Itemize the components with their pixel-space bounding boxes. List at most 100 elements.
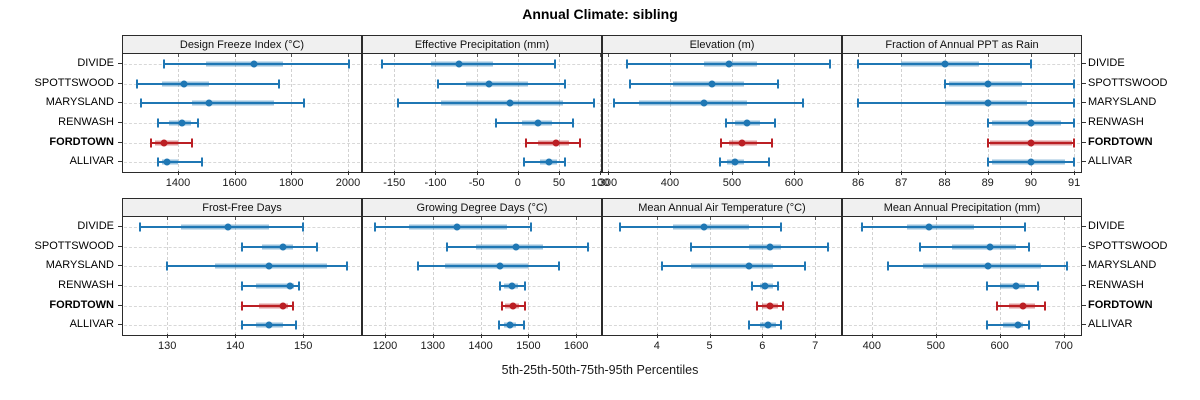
whisker-line xyxy=(381,62,555,65)
whisker-cap-right xyxy=(523,301,526,310)
median-dot xyxy=(180,80,188,87)
tick-label: 130 xyxy=(158,340,177,352)
axis-tick-bottom xyxy=(656,334,658,338)
whisker-cap-left xyxy=(139,222,141,232)
whisker-cap-left xyxy=(397,98,400,108)
whisker-cap-right xyxy=(779,320,782,330)
category-tick-left xyxy=(118,161,122,163)
whisker-cap-right xyxy=(803,261,806,271)
median-dot xyxy=(941,60,948,68)
whisker-cap-right xyxy=(529,222,532,232)
whisker-cap-left xyxy=(886,261,889,271)
whisker-cap-left xyxy=(985,281,988,291)
whisker-cap-left xyxy=(150,138,153,147)
tick-label: 100 xyxy=(590,177,610,189)
axis-tick-bottom xyxy=(607,171,609,175)
whisker-cap-left xyxy=(140,98,143,108)
row-guideline xyxy=(124,162,360,164)
gridline-x xyxy=(234,54,236,172)
category-label-left: MARYSLAND xyxy=(45,96,114,109)
plot-area xyxy=(123,54,361,172)
axis-tick-top xyxy=(559,54,560,57)
whisker-cap-left xyxy=(494,118,497,128)
iqr-band xyxy=(992,120,1062,126)
iqr-band xyxy=(444,263,529,269)
axis-tick-bottom xyxy=(347,171,349,175)
whisker-cap-right xyxy=(196,118,199,128)
row-guideline xyxy=(604,305,840,307)
axis-tick-bottom xyxy=(762,334,764,338)
iqr-band xyxy=(691,263,773,269)
whisker-line xyxy=(862,225,1026,228)
whisker-cap-right xyxy=(1073,157,1076,167)
whisker-cap-right xyxy=(579,138,582,147)
whisker-cap-left xyxy=(750,281,753,291)
category-label-right: SPOTTSWOOD xyxy=(1088,239,1168,252)
axis-tick-bottom xyxy=(944,171,946,175)
axis-tick-top xyxy=(394,54,396,57)
whisker-cap-left xyxy=(157,118,160,128)
whisker-line xyxy=(720,141,773,144)
axis-tick-top xyxy=(600,54,602,57)
axis-tick-bottom xyxy=(234,171,236,175)
whisker-cap-right xyxy=(302,222,305,232)
category-label-right: FORDTOWN xyxy=(1088,298,1153,311)
whisker-line xyxy=(140,225,304,228)
axis-tick-top xyxy=(432,217,434,220)
row-guideline xyxy=(604,122,840,124)
median-dot xyxy=(224,223,232,231)
tick-label: 1400 xyxy=(468,340,493,352)
gridline-x xyxy=(1063,217,1065,335)
axis-tick-top xyxy=(177,54,179,57)
gridline-x xyxy=(177,54,179,172)
iqr-band xyxy=(672,224,750,230)
row-guideline xyxy=(364,325,600,327)
axis-tick-top xyxy=(291,54,293,57)
whisker-cap-left xyxy=(241,242,243,251)
whisker-line xyxy=(944,82,1075,85)
category-tick-left xyxy=(118,82,122,84)
whisker-cap-left xyxy=(986,118,989,128)
axis-tick-bottom xyxy=(559,171,560,175)
whisker-line xyxy=(158,161,203,164)
gridline-x xyxy=(762,217,764,335)
category-label-right: MARYSLAND xyxy=(1088,96,1157,109)
gridline-x xyxy=(858,54,860,172)
whisker-cap-left xyxy=(718,157,721,167)
whisker-cap-right xyxy=(1027,320,1030,330)
median-dot xyxy=(700,99,708,107)
gridline-x xyxy=(476,54,478,172)
whisker-line xyxy=(437,82,565,85)
gridline-x xyxy=(944,54,946,172)
whisker-cap-right xyxy=(1073,118,1076,128)
median-dot xyxy=(279,302,287,309)
gridline-x xyxy=(935,217,937,335)
panel-title: Effective Precipitation (mm) xyxy=(363,36,601,54)
whisker-cap-right xyxy=(587,242,590,251)
axis-tick-bottom xyxy=(935,334,937,338)
category-tick-left xyxy=(118,324,122,326)
axis-tick-bottom xyxy=(793,171,795,175)
tick-label: 140 xyxy=(226,340,245,352)
median-dot xyxy=(160,139,168,146)
axis-tick-bottom xyxy=(669,171,671,175)
whisker-cap-right xyxy=(1043,301,1046,310)
gridline-x xyxy=(871,217,873,335)
category-tick-left xyxy=(118,304,122,306)
category-label-left: MARYSLAND xyxy=(45,259,114,272)
tick-label: 5 xyxy=(706,340,713,352)
gridline-x xyxy=(731,54,733,172)
whisker-cap-right xyxy=(593,98,596,108)
row-guideline xyxy=(124,142,360,144)
category-label-right: ALLIVAR xyxy=(1088,318,1133,331)
whisker-line xyxy=(619,225,781,228)
axis-tick-top xyxy=(762,217,764,220)
plot-area xyxy=(603,54,841,172)
panel-title: Design Freeze Index (°C) xyxy=(123,36,361,54)
category-label-left: RENWASH xyxy=(58,115,114,128)
whisker-cap-left xyxy=(986,138,989,147)
whisker-cap-right xyxy=(1065,261,1068,271)
whisker-cap-right xyxy=(1024,222,1027,232)
row-guideline xyxy=(364,305,600,307)
gridline-x xyxy=(235,217,237,335)
